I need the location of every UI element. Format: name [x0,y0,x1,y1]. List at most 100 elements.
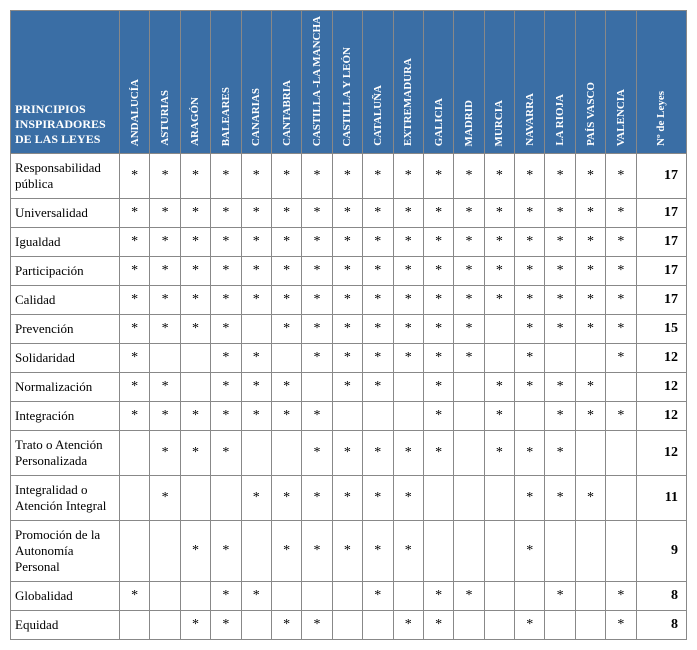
cell-mark: * [211,344,241,373]
cell-mark [515,402,545,431]
cell-mark: * [545,154,575,199]
region-label: PAÍS VASCO [585,82,597,146]
cell-mark [484,582,514,611]
cell-mark: * [180,521,210,582]
cell-mark: * [211,228,241,257]
cell-mark: * [484,286,514,315]
region-label: CANARIAS [250,88,262,146]
cell-mark [150,521,180,582]
cell-mark: * [150,402,180,431]
cell-mark [454,521,484,582]
cell-mark: * [393,286,423,315]
cell-mark: * [423,199,453,228]
cell-mark: * [332,154,362,199]
cell-mark: * [606,402,636,431]
table-row: Participación*****************17 [11,257,687,286]
region-label: MADRID [463,100,475,146]
cell-mark [606,476,636,521]
cell-mark: * [393,476,423,521]
cell-mark: * [211,582,241,611]
cell-mark: * [271,286,301,315]
cell-mark: * [575,315,605,344]
region-label: MURCIA [493,100,505,146]
region-header: ANDALUCÍA [119,11,149,154]
region-header: VALENCIA [606,11,636,154]
table-row: Calidad*****************17 [11,286,687,315]
cell-mark [575,582,605,611]
cell-mark: * [119,373,149,402]
table-body: Responsabilidad pública*****************… [11,154,687,640]
cell-mark [575,431,605,476]
table-row: Igualdad*****************17 [11,228,687,257]
cell-mark: * [545,402,575,431]
cell-mark: * [332,431,362,476]
cell-mark: * [515,431,545,476]
cell-mark: * [332,228,362,257]
cell-mark: * [332,286,362,315]
cell-mark: * [606,257,636,286]
row-count: 11 [636,476,686,521]
cell-mark [211,476,241,521]
row-count: 12 [636,402,686,431]
cell-mark [271,582,301,611]
cell-mark [545,521,575,582]
cell-mark: * [545,431,575,476]
cell-mark: * [180,228,210,257]
cell-mark: * [271,228,301,257]
cell-mark: * [302,402,332,431]
cell-mark: * [302,199,332,228]
cell-mark [150,344,180,373]
cell-mark [150,582,180,611]
region-header: PAÍS VASCO [575,11,605,154]
cell-mark: * [454,257,484,286]
cell-mark [302,373,332,402]
cell-mark: * [332,373,362,402]
cell-mark [423,476,453,521]
cell-mark: * [423,257,453,286]
region-label: CANTABRIA [281,80,293,146]
cell-mark: * [211,257,241,286]
cell-mark: * [119,199,149,228]
cell-mark: * [575,154,605,199]
cell-mark: * [271,476,301,521]
cell-mark: * [393,431,423,476]
region-header: EXTREMADURA [393,11,423,154]
cell-mark: * [423,315,453,344]
cell-mark [575,521,605,582]
cell-mark [484,476,514,521]
cell-mark: * [515,257,545,286]
cell-mark [393,582,423,611]
cell-mark: * [484,154,514,199]
region-label: BALEARES [220,87,232,146]
region-header: CATALUÑA [363,11,393,154]
principles-table: PRINCIPIOS INSPIRADORES DE LAS LEYES AND… [10,10,687,640]
cell-mark: * [454,582,484,611]
row-label: Solidaridad [11,344,120,373]
region-label: EXTREMADURA [402,58,414,146]
cell-mark: * [393,199,423,228]
cell-mark: * [484,373,514,402]
cell-mark [119,476,149,521]
cell-mark: * [545,257,575,286]
cell-mark: * [484,402,514,431]
cell-mark: * [363,521,393,582]
cell-mark: * [575,199,605,228]
cell-mark: * [211,373,241,402]
region-label: LA RIOJA [554,94,566,146]
cell-mark: * [180,315,210,344]
cell-mark: * [606,582,636,611]
cell-mark: * [332,315,362,344]
cell-mark: * [150,431,180,476]
cell-mark: * [271,154,301,199]
cell-mark: * [545,286,575,315]
row-label: Universalidad [11,199,120,228]
cell-mark: * [211,286,241,315]
cell-mark: * [302,154,332,199]
cell-mark: * [150,373,180,402]
cell-mark: * [393,315,423,344]
cell-mark: * [423,431,453,476]
count-header-label: Nº de Leyes [655,91,667,146]
row-count: 17 [636,199,686,228]
cell-mark: * [515,154,545,199]
region-header: LA RIOJA [545,11,575,154]
